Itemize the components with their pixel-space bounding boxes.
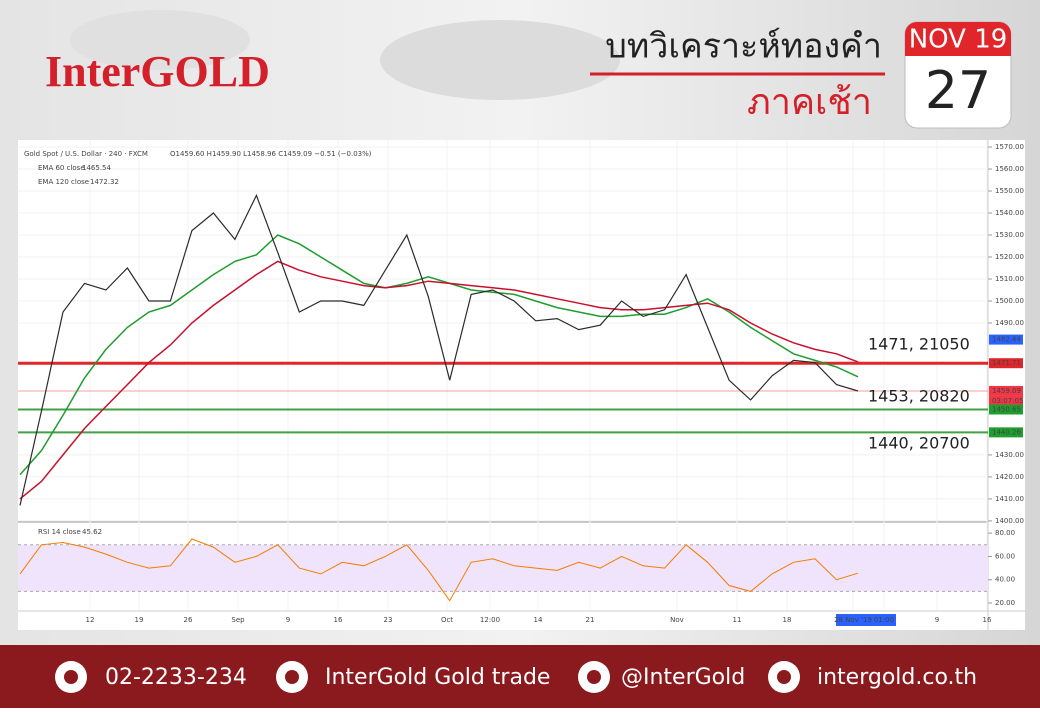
- rsi-tick-label: 60.00: [995, 552, 1015, 560]
- price-badge-label: 1450.65: [992, 406, 1021, 414]
- x-tick-label: 16: [983, 616, 992, 624]
- price-badge: [989, 404, 1023, 415]
- y-tick-label: 1500.00: [995, 297, 1024, 305]
- footer-web: intergold.co.th: [817, 665, 977, 690]
- footer-icon-dot: [777, 670, 791, 684]
- price-badge-label: 1440.26: [992, 428, 1021, 436]
- rsi-tick-label: 80.00: [995, 529, 1015, 537]
- title: บทวิเคราะห์ทองคำ: [605, 27, 882, 67]
- y-tick-label: 1420.00: [995, 473, 1024, 481]
- annotation: 1471, 21050: [868, 335, 970, 354]
- rsi-name: RSI 14 close: [38, 528, 81, 536]
- price-badge: [989, 427, 1023, 438]
- rsi-line: [19, 538, 859, 602]
- ema-line: [19, 260, 859, 500]
- legend-value: 1472.32: [90, 178, 119, 186]
- x-tick-label: 18: [783, 616, 792, 624]
- footer-phone: 02-2233-234: [105, 665, 247, 690]
- x-tick-label: 21: [586, 616, 595, 624]
- y-tick-label: 1530.00: [995, 231, 1024, 239]
- x-tick-label: 9: [286, 616, 290, 624]
- rsi-band: [18, 544, 988, 592]
- x-tick-label: Nov: [670, 616, 684, 624]
- x-tick-label: 28 Nov '19: [834, 616, 872, 624]
- x-tick-label: 16: [334, 616, 343, 624]
- y-tick-label: 1400.00: [995, 517, 1024, 525]
- price-badge: [989, 358, 1023, 369]
- rsi-tick-label: 40.00: [995, 576, 1015, 584]
- x-tick-label: 9: [935, 616, 939, 624]
- x-tick-label: 26: [184, 616, 193, 624]
- crosshair-badge: [836, 614, 896, 626]
- countdown: 03:07:05: [992, 397, 1023, 405]
- legend-name: EMA 120 close: [38, 178, 89, 186]
- price-badge-label: 1459.09: [992, 387, 1021, 395]
- countdown-badge: [989, 395, 1023, 406]
- legend-name: EMA 60 close: [38, 164, 85, 172]
- y-tick-label: 1520.00: [995, 253, 1024, 261]
- y-tick-label: 1570.00: [995, 143, 1024, 151]
- y-tick-label: 1410.00: [995, 495, 1024, 503]
- brand: InterGOLD: [45, 47, 270, 96]
- map-shape: [70, 10, 250, 70]
- x-tick-label: 23: [384, 616, 393, 624]
- footer-icon-dot: [285, 670, 299, 684]
- calendar-top: [905, 22, 1011, 56]
- footer-icon-dot: [587, 670, 601, 684]
- x-tick-label: 12: [86, 616, 95, 624]
- rsi-tick-label: 20.00: [995, 599, 1015, 607]
- price-badge-label: 1471.71: [992, 359, 1021, 367]
- symbol: Gold Spot / U.S. Dollar · 240 · FXCM: [24, 150, 148, 158]
- ohlc: O1459.60 H1459.90 L1458.96 C1459.09 −0.5…: [170, 150, 372, 158]
- price-badge: [989, 385, 1023, 396]
- x-tick-label: 14: [534, 616, 543, 624]
- price-badge-label: 1482.44: [992, 336, 1021, 344]
- price-line: [19, 193, 859, 506]
- y-tick-label: 1430.00: [995, 451, 1024, 459]
- y-tick-label: 1490.00: [995, 319, 1024, 327]
- y-tick-label: 1510.00: [995, 275, 1024, 283]
- footer-facebook: InterGold Gold trade: [325, 665, 550, 690]
- footer: [0, 645, 1040, 708]
- legend-value: 1465.54: [82, 164, 111, 172]
- ema-line: [19, 234, 859, 476]
- calendar-month: NOV 19: [909, 25, 1008, 55]
- annotation: 1453, 20820: [868, 387, 970, 406]
- y-tick-label: 1550.00: [995, 187, 1024, 195]
- x-tick-label: Sep: [231, 616, 245, 624]
- rsi-value: 45.62: [82, 528, 102, 536]
- price-badge: [989, 334, 1023, 345]
- y-tick-label: 1560.00: [995, 165, 1024, 173]
- y-tick-label: 1540.00: [995, 209, 1024, 217]
- x-tick-label: 12:00: [480, 616, 500, 624]
- map-shape: [380, 20, 620, 100]
- x-tick-label: Oct: [441, 616, 453, 624]
- x-tick-label: 01:00: [874, 616, 894, 624]
- annotation: 1440, 20700: [868, 434, 970, 453]
- x-tick-label: 19: [135, 616, 144, 624]
- calendar-day: 27: [925, 61, 991, 121]
- subtitle: ภาคเช้า: [747, 82, 872, 123]
- x-tick-label: 11: [733, 616, 742, 624]
- footer-icon-dot: [64, 670, 78, 684]
- footer-line: @InterGold: [621, 665, 745, 690]
